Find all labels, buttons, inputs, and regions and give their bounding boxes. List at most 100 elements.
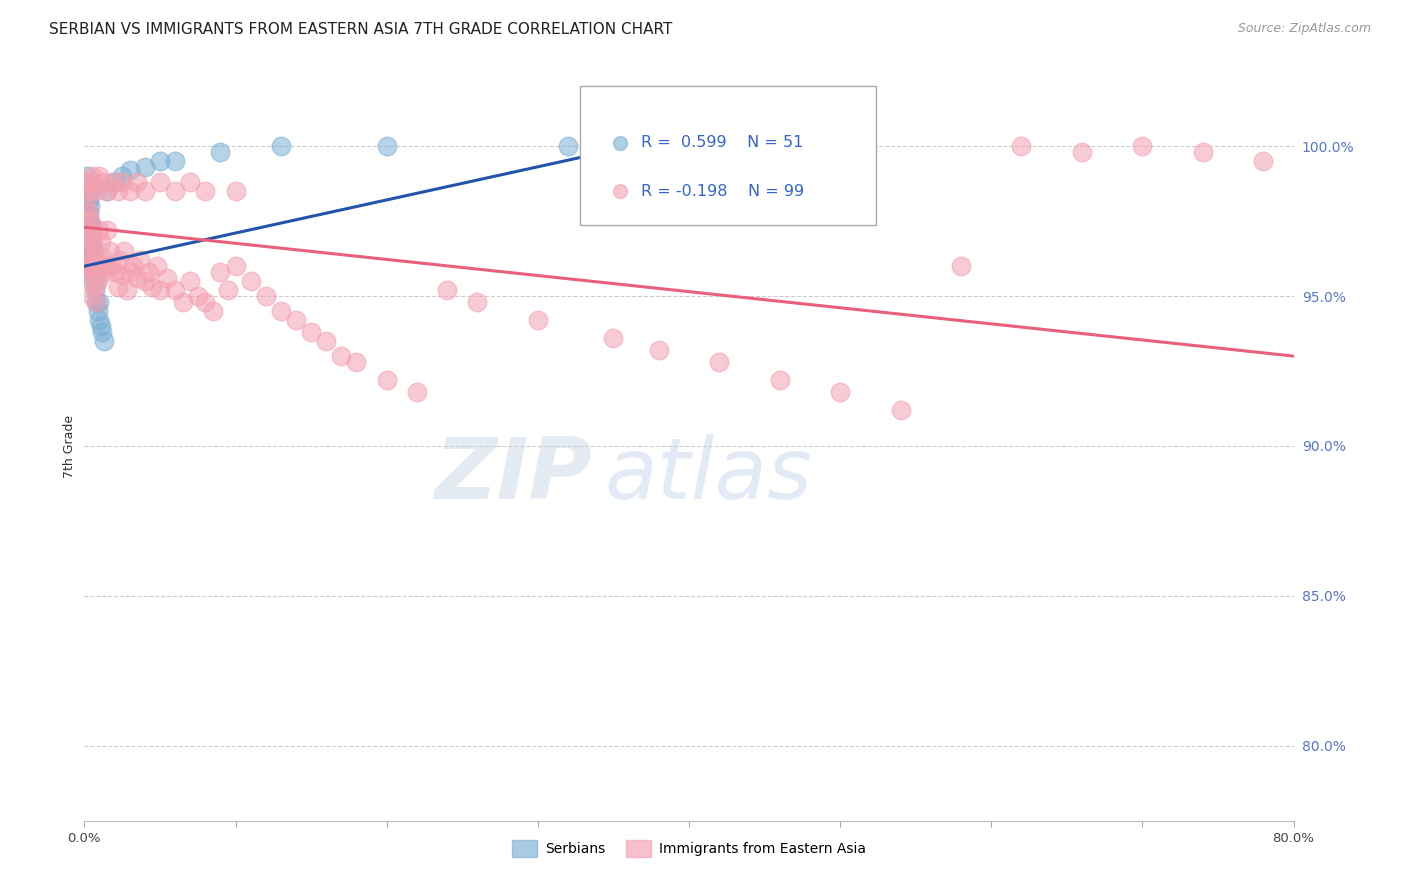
Point [80, 220, 103, 235]
Point [134, 184, 156, 198]
Point [79, 244, 101, 259]
Text: Source: ZipAtlas.com: Source: ZipAtlas.com [1237, 22, 1371, 36]
Point [93, 334, 115, 348]
Point [77, 235, 100, 250]
Point [648, 343, 671, 357]
Point [1130, 139, 1153, 153]
Point [194, 184, 217, 198]
Point [86, 295, 108, 310]
Point [299, 325, 322, 339]
Point [165, 154, 187, 169]
Point [96, 223, 118, 237]
Point [179, 175, 201, 189]
Point [82, 265, 104, 279]
Point [225, 184, 247, 198]
Point [75, 223, 97, 237]
Point [950, 259, 973, 273]
Point [91, 325, 114, 339]
Point [75, 205, 97, 219]
Point [165, 184, 187, 198]
Point [93, 265, 115, 279]
Point [118, 184, 141, 198]
Point [134, 161, 156, 175]
Point [1011, 139, 1033, 153]
Point [76, 181, 98, 195]
Point [107, 184, 129, 198]
Point [76, 193, 98, 207]
Point [270, 304, 292, 318]
Point [134, 274, 156, 288]
Point [127, 175, 149, 189]
Point [118, 163, 141, 178]
Point [346, 355, 368, 369]
Point [79, 274, 101, 288]
Point [76, 217, 98, 231]
Point [285, 313, 308, 327]
Point [270, 139, 292, 153]
Point [89, 169, 111, 184]
Point [87, 304, 110, 318]
Point [187, 289, 209, 303]
Point [112, 244, 135, 259]
Point [315, 334, 337, 348]
Point [172, 295, 194, 310]
Point [89, 313, 111, 327]
Point [330, 349, 353, 363]
Point [76, 205, 98, 219]
Point [146, 259, 169, 273]
Point [79, 184, 101, 198]
Point [890, 403, 912, 417]
Point [217, 283, 239, 297]
Point [149, 175, 172, 189]
Point [89, 259, 111, 273]
Point [80, 169, 103, 184]
Point [86, 184, 108, 198]
Point [79, 244, 101, 259]
Point [115, 283, 138, 297]
Legend: Serbians, Immigrants from Eastern Asia: Serbians, Immigrants from Eastern Asia [506, 834, 872, 863]
Point [82, 235, 104, 250]
Point [80, 289, 103, 303]
Point [76, 184, 98, 198]
Point [118, 265, 141, 279]
Text: ZIP: ZIP [434, 434, 592, 517]
Point [77, 193, 100, 207]
Point [89, 223, 111, 237]
Point [602, 331, 624, 345]
Point [149, 154, 172, 169]
Point [80, 253, 103, 268]
Point [86, 295, 108, 310]
Point [82, 175, 104, 189]
Point [98, 244, 121, 259]
Point [77, 205, 100, 219]
Point [129, 253, 152, 268]
Point [194, 295, 217, 310]
Point [254, 289, 277, 303]
Point [75, 181, 97, 195]
Point [648, 139, 671, 153]
Point [80, 265, 103, 279]
Point [86, 274, 108, 288]
Point [1253, 154, 1275, 169]
Point [165, 283, 187, 297]
Point [79, 214, 101, 228]
Point [557, 139, 579, 153]
Text: atlas: atlas [605, 434, 813, 517]
Point [742, 424, 765, 438]
Point [77, 223, 100, 237]
Text: R = -0.198    N = 99: R = -0.198 N = 99 [641, 184, 804, 199]
Point [75, 199, 97, 213]
Point [80, 235, 103, 250]
Point [91, 250, 114, 264]
Point [79, 259, 101, 273]
Point [209, 265, 232, 279]
Point [79, 214, 101, 228]
Point [80, 259, 103, 273]
Point [239, 274, 262, 288]
Point [108, 253, 131, 268]
Point [89, 295, 111, 310]
Point [84, 283, 107, 297]
Point [1071, 145, 1094, 160]
Point [77, 175, 100, 189]
Point [96, 259, 118, 273]
